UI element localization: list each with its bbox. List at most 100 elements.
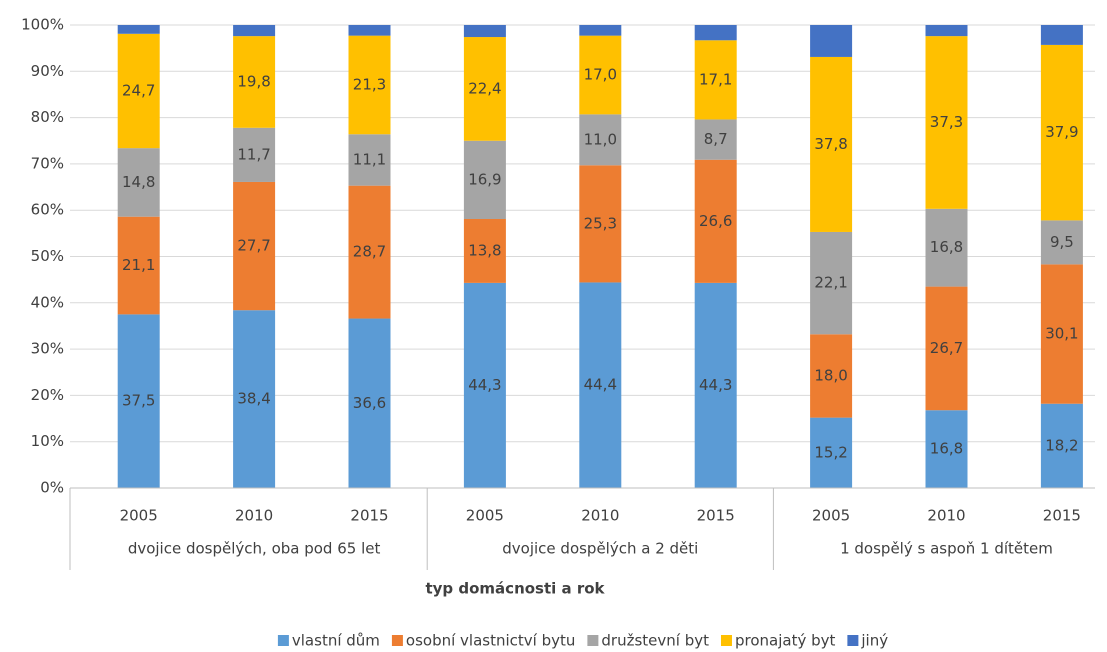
bar-segment — [579, 25, 622, 36]
x-tick-label: 2015 — [350, 507, 388, 525]
y-tick-label: 60% — [31, 201, 64, 219]
y-tick-label: 90% — [31, 62, 64, 80]
x-tick-label: 2010 — [235, 507, 273, 525]
data-label: 9,5 — [1050, 233, 1074, 251]
y-tick-label: 80% — [31, 108, 64, 126]
y-tick-label: 100% — [21, 16, 64, 34]
data-label: 19,8 — [237, 72, 270, 90]
bar-segment — [925, 410, 968, 488]
bar-segment — [463, 282, 506, 488]
legend-label: pronajatý byt — [735, 632, 836, 650]
y-tick-label: 70% — [31, 154, 64, 172]
bar-segment — [117, 25, 160, 34]
bar-segment — [579, 282, 622, 488]
group-label: dvojice dospělých, oba pod 65 let — [128, 540, 381, 558]
data-label: 25,3 — [584, 214, 617, 232]
bar-segment — [579, 165, 622, 283]
legend-label: družstevní byt — [601, 632, 709, 650]
data-label: 21,1 — [122, 256, 155, 274]
y-tick-label: 10% — [31, 432, 64, 450]
data-label: 24,7 — [122, 81, 155, 99]
group-label: dvojice dospělých a 2 děti — [502, 540, 698, 558]
bar-segment — [925, 36, 968, 209]
data-label: 11,7 — [237, 145, 270, 163]
y-tick-label: 0% — [40, 479, 64, 497]
bar-segment — [348, 134, 391, 186]
data-label: 8,7 — [704, 130, 728, 148]
x-tick-label: 2015 — [697, 507, 735, 525]
y-tick-label: 40% — [31, 293, 64, 311]
legend-marker — [847, 635, 859, 646]
bar-segment — [579, 114, 622, 166]
bar-segment — [348, 25, 391, 36]
data-label: 11,1 — [353, 150, 386, 168]
data-label: 37,9 — [1045, 123, 1078, 141]
x-axis-title: typ domácnosti a rok — [425, 580, 605, 598]
data-label: 21,3 — [353, 75, 386, 93]
data-label: 38,4 — [237, 390, 270, 408]
legend-label: jiný — [860, 632, 888, 650]
bar-segment — [810, 231, 853, 335]
data-label: 37,5 — [122, 392, 155, 410]
bar-segment — [925, 208, 968, 287]
bar-segment — [348, 318, 391, 488]
data-label: 37,3 — [930, 113, 963, 131]
data-label: 22,1 — [814, 274, 847, 292]
bar-segment — [463, 25, 506, 38]
x-tick-label: 2015 — [1043, 507, 1081, 525]
bar-segment — [810, 417, 853, 488]
data-label: 16,8 — [930, 440, 963, 458]
y-tick-label: 50% — [31, 247, 64, 265]
data-label: 36,6 — [353, 394, 386, 412]
bar-segment — [463, 37, 506, 141]
group-label: 1 dospělý s aspoň 1 dítětem — [840, 540, 1053, 558]
bar-segment — [117, 33, 160, 149]
bar-segment — [810, 334, 853, 418]
legend-label: vlastní dům — [292, 632, 380, 650]
bar-segment — [579, 35, 622, 115]
bar-segment — [694, 159, 737, 283]
data-label: 13,8 — [468, 241, 501, 259]
x-tick-label: 2010 — [581, 507, 619, 525]
legend-marker — [391, 635, 403, 646]
data-label: 44,4 — [584, 376, 617, 394]
bar-segment — [463, 140, 506, 219]
data-label: 14,8 — [122, 173, 155, 191]
data-label: 16,8 — [930, 238, 963, 256]
data-label: 16,9 — [468, 170, 501, 188]
legend-marker — [587, 635, 599, 646]
data-label: 37,8 — [814, 135, 847, 153]
bar-segment — [1040, 220, 1083, 265]
bar-segment — [694, 25, 737, 41]
data-label: 11,0 — [584, 130, 617, 148]
legend-marker — [277, 635, 289, 646]
data-label: 17,0 — [584, 66, 617, 84]
data-label: 44,3 — [468, 376, 501, 394]
bar-segment — [810, 25, 853, 57]
bar-segment — [925, 286, 968, 411]
data-label: 28,7 — [353, 243, 386, 261]
bar-segment — [694, 282, 737, 488]
data-label: 26,6 — [699, 212, 732, 230]
data-label: 18,0 — [814, 366, 847, 384]
data-label: 26,7 — [930, 339, 963, 357]
x-tick-label: 2010 — [927, 507, 965, 525]
legend-marker — [720, 635, 732, 646]
bar-segment — [1040, 44, 1083, 221]
y-tick-label: 20% — [31, 386, 64, 404]
data-label: 15,2 — [814, 443, 847, 461]
bar-segment — [117, 216, 160, 315]
data-label: 27,7 — [237, 237, 270, 255]
bar-segment — [1040, 25, 1083, 45]
x-tick-label: 2005 — [812, 507, 850, 525]
data-label: 18,2 — [1045, 436, 1078, 454]
bar-segment — [694, 119, 737, 160]
bar-segment — [117, 148, 160, 217]
data-label: 17,1 — [699, 70, 732, 88]
bar-segment — [694, 40, 737, 120]
bar-segment — [348, 35, 391, 135]
bar-segment — [233, 25, 276, 37]
bar-segment — [348, 185, 391, 319]
bar-segment — [463, 218, 506, 283]
